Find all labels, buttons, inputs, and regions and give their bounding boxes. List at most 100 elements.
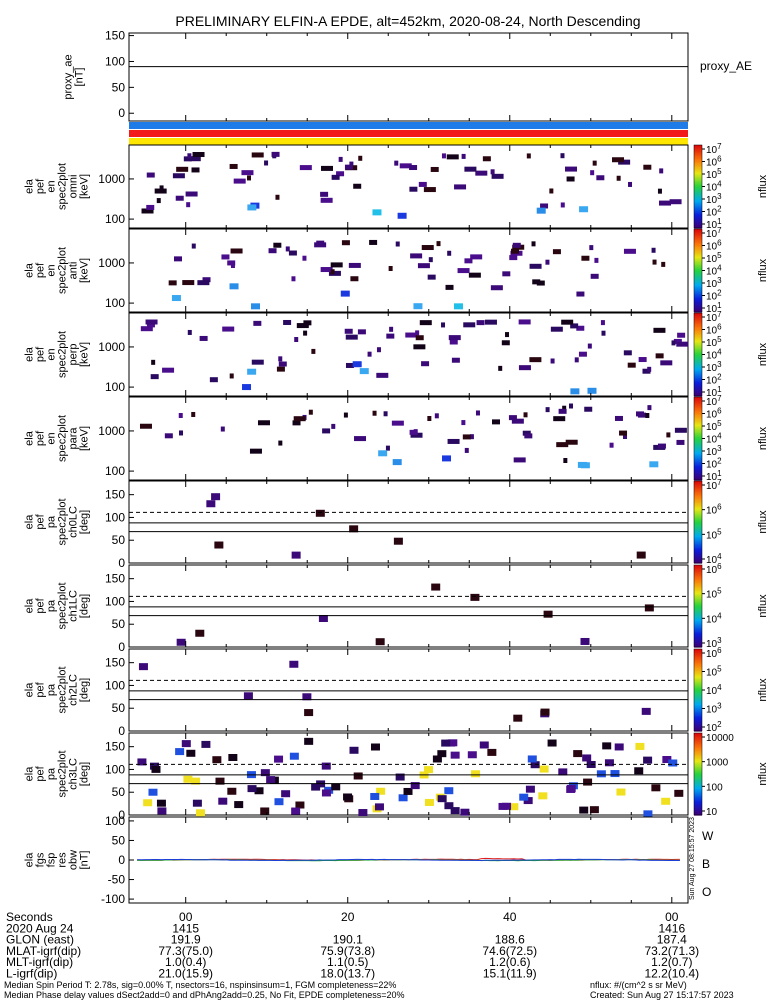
colorbar-segment [694,554,702,557]
spectrogram-bin [453,303,463,310]
y-axis-label-line: pa [46,683,58,696]
colorbar-segment [694,650,702,653]
colorbar-segment [694,302,702,305]
time-axis-value: 1.1(0.5) [327,955,368,969]
colorbar-segment [694,175,702,178]
colorbar-segment [694,328,702,331]
colorbar-tick-label: 106 [706,646,722,660]
colorbar-segment [694,424,702,427]
pa-spectrogram-bin [370,743,380,751]
colorbar-tick-label: 101 [706,469,722,483]
spectrogram-bin [276,366,285,372]
pa-spectrogram-bin [148,788,158,796]
y-axis-label-line: [deg] [79,594,91,618]
colorbar-segment [694,394,702,397]
spectrogram-bin [457,268,470,274]
colorbar-segment [694,787,702,790]
colorbar-segment [694,717,702,720]
colorbar-segment [694,362,702,365]
spectrogram-bin [558,408,567,414]
spectrogram-bin [271,151,280,157]
spectrogram-bin [676,439,685,445]
footer-line2-left: Median Phase delay values dSect2add=0 an… [4,990,405,1000]
colorbar-segment [694,767,702,770]
y-axis-label-line: perp [68,343,80,365]
spectrogram-bin [405,332,418,338]
spectrogram-bin [257,420,270,426]
colorbar-segment [694,420,702,423]
colorbar-tick-label: 105 [706,419,722,433]
colorbar-segment [694,156,702,159]
colorbar-segment [694,162,702,165]
colorbar-tick-label: 107 [706,142,722,156]
colorbar-segment [694,321,702,324]
spectrogram-bin [560,202,565,208]
pa-spectrogram-bin [437,795,447,803]
colorbar-segment [694,531,702,534]
colorbar-segment [694,146,702,149]
colorbar-label-group: nflux [757,342,769,366]
colorbar-segment [694,361,702,364]
colorbar-segment [694,430,702,433]
spectrogram-bin [359,368,369,375]
spectrogram-bin [628,181,633,187]
pa-spectrogram-bin [192,799,202,807]
spectrogram-bin [655,353,664,359]
spectrogram-bin [139,423,152,429]
colorbar-tick-label: 1000 [706,758,729,769]
spectrogram-bin [336,171,345,177]
colorbar-segment [694,416,702,419]
colorbar-segment [694,658,702,661]
colorbar-segment [694,164,702,167]
colorbar-segment [694,519,702,522]
y-axis-label-line: ela [24,852,36,868]
spectrogram-bin [490,169,495,175]
y-axis-label: proxy_ae [nT] [63,54,86,99]
colorbar-segment [694,662,702,665]
colorbar-segment [694,397,702,399]
colorbar-tick-label: 102 [706,457,722,471]
spectrogram-bin [512,242,521,248]
y-axis-label-line: ela [24,682,36,698]
colorbar-segment [694,610,702,613]
spectrogram-bin [600,320,605,326]
spectrogram-bin [545,259,550,265]
spectrogram-bin [320,191,329,197]
spectrogram-bin [251,303,261,310]
pa-spectrogram-bin [311,783,321,791]
colorbar-tick-label: 101 [706,385,722,399]
pa-spectrogram-bin [604,759,614,767]
colorbar-segment [694,491,702,494]
colorbar-tick-label: 106 [706,503,722,517]
pa-spectrogram-bin [195,809,205,817]
colorbar-segment [694,606,702,608]
pa-spectrogram-bin [644,604,654,612]
colorbar-tick-label: 102 [706,373,722,387]
colorbar-segment [694,702,702,705]
colorbar-segment [694,721,702,724]
colorbar-segment [694,530,702,533]
colorbar-tick-label: 104 [706,432,722,446]
time-axis-row-label: 2020 Aug 24 [6,921,74,935]
spectrogram-bin [545,407,550,413]
spectrogram-bin [294,337,299,343]
colorbar-segment [694,219,702,222]
footer-line2-right: Created: Sun Aug 27 15:17:57 2023 [590,990,734,1000]
pa-spectrogram-bin [304,709,314,717]
colorbar-segment [694,706,702,709]
y-tick-label: 50 [112,785,126,799]
pa-spectrogram-bin [566,784,576,792]
colorbar-segment [694,615,702,618]
colorbar-segment [694,673,702,676]
spectrogram-bin [560,153,565,159]
y-axis-label-line: [keV] [79,426,91,451]
pa-spectrogram-bin [191,777,201,785]
colorbar-segment [694,208,702,211]
y-axis-label-line: ela [24,766,36,782]
spectrogram-bin [354,436,367,442]
colorbar-tick-label: 104 [706,552,722,566]
pa-spectrogram-bin [635,742,645,750]
spectrogram-bin [168,280,177,286]
spectrogram-bin [369,239,378,245]
spectrogram-bin [409,165,418,171]
